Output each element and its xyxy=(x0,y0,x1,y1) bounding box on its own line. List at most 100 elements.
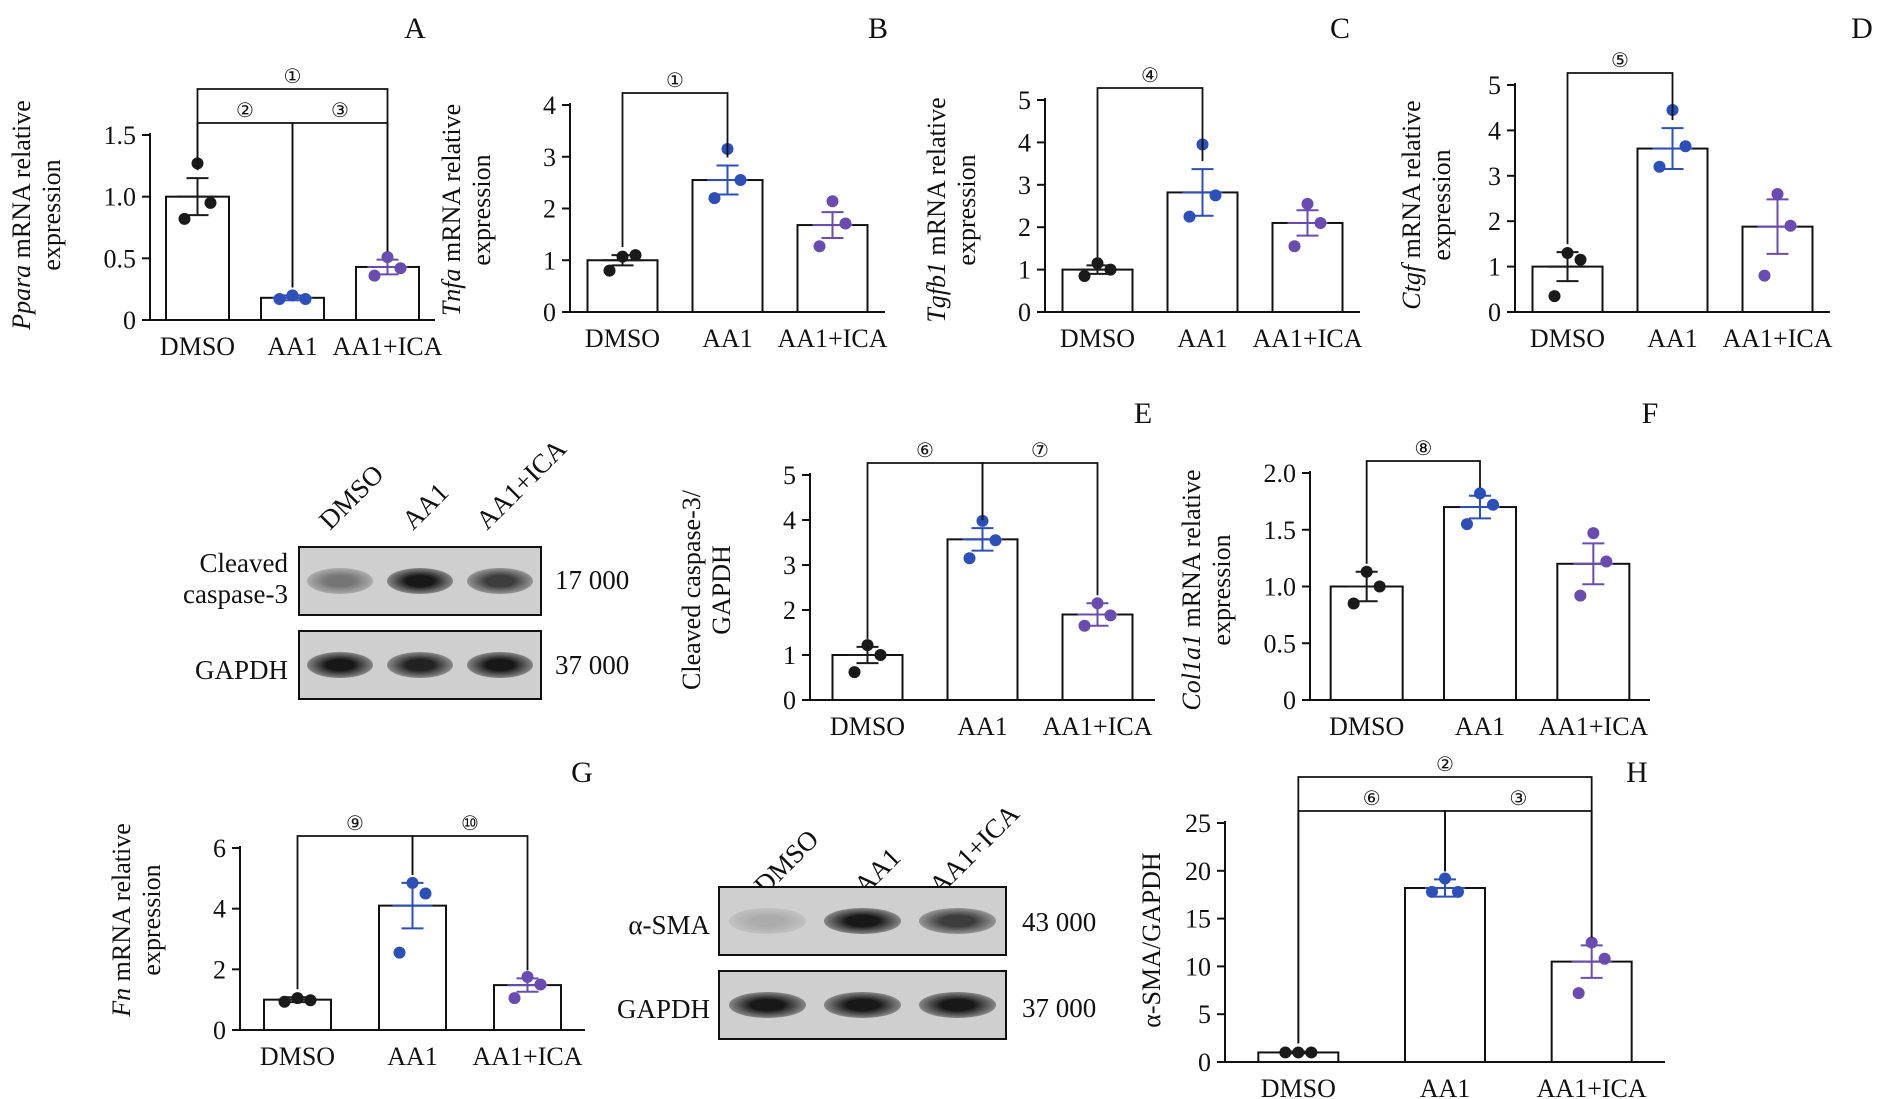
data-point xyxy=(1439,872,1451,885)
data-point xyxy=(848,666,861,679)
y-tick-label: 4 xyxy=(1018,128,1031,157)
data-point xyxy=(273,293,286,306)
blot1-mw-label: 17 000 xyxy=(555,565,630,595)
significance-marker: ② xyxy=(236,98,254,122)
data-point xyxy=(393,946,406,959)
x-tick-label: DMSO xyxy=(1060,324,1135,353)
y-tick-label: 0.5 xyxy=(1264,629,1297,658)
blot2-membrane-asma xyxy=(718,886,1007,956)
data-point xyxy=(1598,952,1611,965)
x-tick-label: DMSO xyxy=(1329,712,1404,741)
data-point xyxy=(1771,187,1784,200)
y-tick-label: 1 xyxy=(783,641,796,670)
data-point xyxy=(989,534,1002,547)
data-point xyxy=(178,212,191,225)
data-point xyxy=(1104,609,1117,622)
significance-bracket xyxy=(1096,87,1204,258)
data-point xyxy=(291,992,304,1005)
y-axis-label: Tnfa mRNA relativeexpression xyxy=(437,104,496,316)
y-axis-label: Cleaved caspase-3/GAPDH xyxy=(677,489,736,690)
significance-bracket xyxy=(981,462,1099,596)
y-tick-label: 0 xyxy=(213,1016,226,1045)
y-tick-label: 4 xyxy=(783,506,796,535)
data-point xyxy=(534,978,547,991)
x-tick-label: DMSO xyxy=(1530,324,1605,353)
data-point xyxy=(1360,565,1373,578)
x-tick-label: AA1+ICA xyxy=(473,1042,583,1071)
data-point xyxy=(1305,1046,1318,1059)
y-tick-label: 3 xyxy=(1488,162,1501,191)
significance-marker: ⑧ xyxy=(1414,436,1432,460)
data-point xyxy=(1104,263,1117,276)
data-point xyxy=(874,649,887,661)
significance-marker: ⑨ xyxy=(346,811,364,835)
y-tick-label: 3 xyxy=(1018,171,1031,200)
y-tick-label: 0 xyxy=(1018,298,1031,327)
x-tick-label: AA1 xyxy=(387,1042,438,1071)
x-tick-label: AA1+ICA xyxy=(333,332,443,361)
significance-bracket xyxy=(621,92,729,248)
data-point xyxy=(1758,269,1771,282)
y-tick-label: 1 xyxy=(543,246,556,275)
y-tick-label: 1 xyxy=(1018,256,1031,285)
y-axis-label: Col1a1 mRNA relativeexpression xyxy=(1177,469,1236,710)
y-tick-label: 0 xyxy=(1283,686,1296,715)
data-point xyxy=(1574,589,1587,602)
y-tick-label: 0 xyxy=(1198,1048,1211,1077)
data-point xyxy=(1347,597,1360,610)
data-point xyxy=(1091,597,1104,610)
data-point xyxy=(1461,518,1473,531)
panel-letter: B xyxy=(868,12,888,45)
significance-marker: ⑩ xyxy=(461,811,479,835)
data-point xyxy=(734,174,747,187)
data-point xyxy=(1548,290,1561,303)
significance-marker: ① xyxy=(284,64,302,88)
y-tick-label: 5 xyxy=(1488,71,1501,100)
x-tick-label: AA1+ICA xyxy=(1538,712,1648,741)
y-tick-label: 4 xyxy=(543,91,556,120)
y-tick-label: 5 xyxy=(783,461,796,490)
y-tick-label: 25 xyxy=(1185,809,1211,838)
significance-marker: ③ xyxy=(331,98,349,122)
data-point xyxy=(1784,219,1797,232)
blot1-mw-label: 37 000 xyxy=(555,650,630,680)
y-tick-label: 6 xyxy=(213,834,226,863)
blot2-mw-label: 37 000 xyxy=(1022,993,1097,1023)
data-point xyxy=(1572,987,1585,1000)
blot-band xyxy=(918,908,997,934)
y-tick-label: 1.5 xyxy=(104,121,137,150)
data-point xyxy=(1183,210,1196,223)
data-point xyxy=(826,195,839,208)
x-tick-label: DMSO xyxy=(585,324,660,353)
data-point xyxy=(1585,936,1598,949)
data-point xyxy=(368,269,381,282)
x-tick-label: AA1+ICA xyxy=(1253,324,1363,353)
data-point xyxy=(963,552,976,565)
data-point xyxy=(521,970,534,983)
y-tick-label: 0 xyxy=(783,686,796,715)
significance-marker: ⑥ xyxy=(916,438,934,462)
y-tick-label: 2 xyxy=(1488,207,1501,236)
y-tick-label: 20 xyxy=(1185,857,1211,886)
significance-bracket xyxy=(1566,72,1674,245)
x-tick-label: DMSO xyxy=(1261,1074,1336,1099)
data-point xyxy=(1288,240,1301,253)
panel-letter: H xyxy=(1626,756,1648,789)
bar xyxy=(263,998,332,1032)
significance-marker: ⑦ xyxy=(1031,438,1049,462)
data-point xyxy=(394,262,407,275)
x-tick-label: DMSO xyxy=(830,712,905,741)
data-point xyxy=(1209,189,1222,202)
y-tick-label: 0.5 xyxy=(104,244,137,273)
y-tick-label: 0 xyxy=(1488,298,1501,327)
bar xyxy=(1404,887,1486,1063)
y-axis-label: Ppara mRNA relativeexpression xyxy=(7,100,66,331)
blot-band xyxy=(728,908,807,934)
significance-marker: ⑥ xyxy=(1363,786,1381,810)
bar xyxy=(1271,221,1344,314)
data-point xyxy=(708,192,721,205)
x-tick-label: AA1 xyxy=(1177,324,1228,353)
blot-band xyxy=(387,652,453,678)
y-tick-label: 2.0 xyxy=(1264,459,1297,488)
